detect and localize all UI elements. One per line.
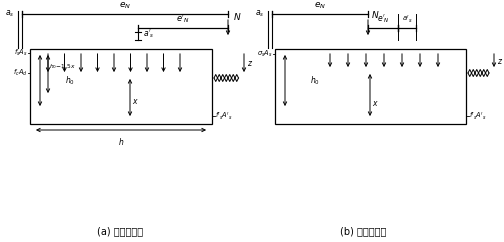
Bar — [30, 49, 212, 124]
Text: $e'_N$: $e'_N$ — [376, 13, 390, 25]
Text: $h_0$: $h_0$ — [310, 74, 320, 87]
Bar — [275, 49, 466, 124]
Text: $N$: $N$ — [371, 8, 380, 20]
Text: (b) 小偏心受压: (b) 小偏心受压 — [340, 226, 386, 236]
Text: $a_s$: $a_s$ — [5, 9, 14, 19]
Text: (a) 大偏心受压: (a) 大偏心受压 — [97, 226, 143, 236]
Text: $f_sA_s$: $f_sA_s$ — [14, 48, 28, 58]
Text: $\sigma_sA_s$: $\sigma_sA_s$ — [258, 49, 273, 59]
Text: $x$: $x$ — [132, 98, 139, 106]
Text: $h$: $h$ — [118, 136, 124, 147]
Text: $N$: $N$ — [233, 12, 241, 23]
Text: $e_N$: $e_N$ — [314, 0, 326, 11]
Text: $z$: $z$ — [497, 57, 503, 66]
Text: $a'_s$: $a'_s$ — [402, 14, 412, 25]
Text: $h_0\!-\!1.5x$: $h_0\!-\!1.5x$ — [49, 62, 76, 71]
Text: $e'_N$: $e'_N$ — [176, 13, 190, 25]
Text: $z$: $z$ — [247, 60, 253, 68]
Text: $h_0$: $h_0$ — [65, 74, 75, 87]
Text: $f'_sA'_s$: $f'_sA'_s$ — [215, 110, 233, 121]
Text: $e_N$: $e_N$ — [119, 0, 131, 11]
Text: $a'_s$: $a'_s$ — [143, 28, 155, 40]
Text: $a_s$: $a_s$ — [255, 9, 264, 19]
Text: $x$: $x$ — [372, 99, 379, 108]
Text: $f_cA_d$: $f_cA_d$ — [14, 68, 28, 78]
Text: $f'_sA'_s$: $f'_sA'_s$ — [469, 110, 487, 121]
